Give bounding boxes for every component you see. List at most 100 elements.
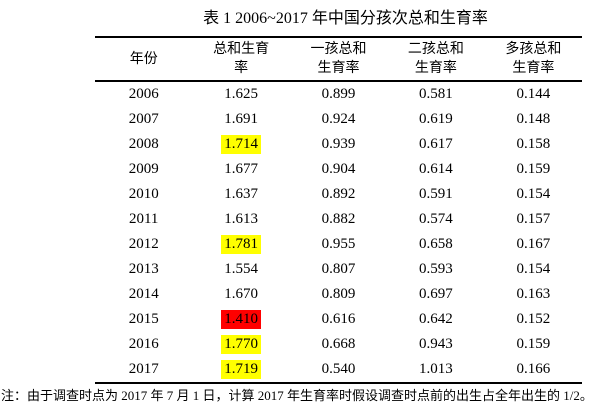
year-cell: 2010 (95, 185, 192, 204)
multi-child-tfr-value: 0.159 (516, 336, 551, 352)
table-row: 2009 1.677 0.904 0.614 0.159 (95, 157, 582, 182)
year-value: 2015 (128, 311, 159, 327)
tfr-value: 1.613 (224, 211, 258, 227)
second-child-tfr-value: 0.619 (419, 111, 453, 127)
table-footnote: 注：由于调查时点为 2017 年 7 月 1 日，计算 2017 年生育率时假设… (1, 388, 593, 403)
year-cell: 2008 (95, 135, 192, 154)
first-child-tfr-value: 0.668 (321, 336, 356, 352)
table-row: 2016 1.770 0.668 0.943 0.159 (95, 332, 582, 357)
multi-child-tfr-cell: 0.152 (485, 310, 582, 329)
header-first-child-line2: 生育率 (317, 61, 360, 76)
first-child-tfr-cell: 0.904 (290, 160, 387, 179)
first-child-tfr-cell: 0.939 (290, 135, 387, 154)
multi-child-tfr-cell: 0.154 (485, 185, 582, 204)
table-row: 2010 1.637 0.892 0.591 0.154 (95, 182, 582, 207)
table-caption: 表 1 2006~2017 年中国分孩次总和生育率 (203, 10, 488, 27)
second-child-tfr-cell: 0.593 (387, 260, 484, 279)
year-value: 2011 (128, 211, 159, 227)
table-row: 2011 1.613 0.882 0.574 0.157 (95, 207, 582, 232)
second-child-tfr-value: 0.593 (419, 261, 453, 277)
multi-child-tfr-value: 0.148 (516, 111, 551, 127)
first-child-tfr-value: 0.904 (321, 161, 356, 177)
multi-child-tfr-value: 0.152 (516, 311, 551, 327)
second-child-tfr-value: 0.658 (419, 236, 453, 252)
second-child-tfr-cell: 0.591 (387, 185, 484, 204)
second-child-tfr-value: 0.617 (419, 136, 453, 152)
header-second-child-tfr: 二孩总和 生育率 (387, 38, 484, 80)
multi-child-tfr-value: 0.159 (516, 161, 551, 177)
header-first-child-line1: 一孩总和 (310, 42, 367, 57)
second-child-tfr-value: 0.642 (419, 311, 453, 327)
table-row: 2014 1.670 0.809 0.697 0.163 (95, 282, 582, 307)
header-multi-child-line1: 多孩总和 (505, 42, 562, 57)
tfr-cell: 1.691 (192, 110, 289, 129)
second-child-tfr-value: 0.697 (419, 286, 453, 302)
tfr-cell: 1.554 (192, 260, 289, 279)
table-body: 2006 1.625 0.899 0.581 0.144 2007 1.691 … (95, 82, 582, 382)
table-row: 2008 1.714 0.939 0.617 0.158 (95, 132, 582, 157)
second-child-tfr-cell: 0.642 (387, 310, 484, 329)
tfr-cell: 1.719 (192, 360, 289, 379)
second-child-tfr-value: 0.574 (419, 211, 453, 227)
second-child-tfr-cell: 0.697 (387, 285, 484, 304)
table-header-row: 年份 总和生育 率 一孩总和 生育率 二孩总和 生育率 多孩总和 生育率 (95, 38, 582, 82)
second-child-tfr-value: 0.614 (419, 161, 453, 177)
header-second-child-line1: 二孩总和 (407, 42, 464, 57)
header-year-label: 年份 (129, 51, 158, 67)
multi-child-tfr-value: 0.144 (516, 86, 551, 102)
multi-child-tfr-value: 0.154 (516, 261, 551, 277)
second-child-tfr-value: 0.591 (419, 186, 453, 202)
fertility-table: 年份 总和生育 率 一孩总和 生育率 二孩总和 生育率 多孩总和 生育率 200… (95, 36, 582, 384)
multi-child-tfr-value: 0.163 (516, 286, 551, 302)
header-multi-child-line2: 生育率 (512, 61, 555, 76)
second-child-tfr-cell: 0.581 (387, 85, 484, 104)
year-value: 2007 (128, 111, 159, 127)
second-child-tfr-value: 0.581 (419, 86, 453, 102)
first-child-tfr-value: 0.924 (321, 111, 356, 127)
first-child-tfr-cell: 0.616 (290, 310, 387, 329)
multi-child-tfr-cell: 0.157 (485, 210, 582, 229)
tfr-value: 1.625 (224, 86, 258, 102)
multi-child-tfr-cell: 0.159 (485, 160, 582, 179)
first-child-tfr-value: 0.899 (321, 86, 356, 102)
tfr-cell: 1.613 (192, 210, 289, 229)
first-child-tfr-cell: 0.899 (290, 85, 387, 104)
header-second-child-line2: 生育率 (414, 61, 457, 76)
tfr-cell: 1.637 (192, 185, 289, 204)
tfr-value: 1.770 (221, 335, 261, 354)
tfr-cell: 1.410 (192, 310, 289, 329)
year-value: 2014 (128, 286, 159, 302)
year-cell: 2006 (95, 85, 192, 104)
tfr-value: 1.719 (221, 360, 261, 379)
year-cell: 2009 (95, 160, 192, 179)
second-child-tfr-cell: 0.658 (387, 235, 484, 254)
multi-child-tfr-cell: 0.166 (485, 360, 582, 379)
table-row: 2017 1.719 0.540 1.013 0.166 (95, 357, 582, 382)
first-child-tfr-value: 0.540 (321, 361, 356, 377)
second-child-tfr-cell: 1.013 (387, 360, 484, 379)
header-multi-child-tfr: 多孩总和 生育率 (485, 38, 582, 80)
first-child-tfr-cell: 0.892 (290, 185, 387, 204)
year-cell: 2012 (95, 235, 192, 254)
second-child-tfr-cell: 0.619 (387, 110, 484, 129)
multi-child-tfr-cell: 0.159 (485, 335, 582, 354)
second-child-tfr-value: 1.013 (419, 361, 453, 377)
tfr-value: 1.410 (221, 310, 261, 329)
tfr-value: 1.691 (224, 111, 258, 127)
second-child-tfr-cell: 0.617 (387, 135, 484, 154)
table-row: 2007 1.691 0.924 0.619 0.148 (95, 107, 582, 132)
year-cell: 2007 (95, 110, 192, 129)
first-child-tfr-cell: 0.924 (290, 110, 387, 129)
multi-child-tfr-cell: 0.163 (485, 285, 582, 304)
table-row: 2012 1.781 0.955 0.658 0.167 (95, 232, 582, 257)
first-child-tfr-value: 0.809 (321, 286, 356, 302)
year-value: 2009 (128, 161, 159, 177)
year-cell: 2016 (95, 335, 192, 354)
table-row: 2006 1.625 0.899 0.581 0.144 (95, 82, 582, 107)
first-child-tfr-cell: 0.668 (290, 335, 387, 354)
first-child-tfr-cell: 0.955 (290, 235, 387, 254)
header-tfr: 总和生育 率 (192, 38, 289, 80)
tfr-cell: 1.770 (192, 335, 289, 354)
first-child-tfr-value: 0.939 (321, 136, 356, 152)
year-value: 2016 (128, 336, 159, 352)
